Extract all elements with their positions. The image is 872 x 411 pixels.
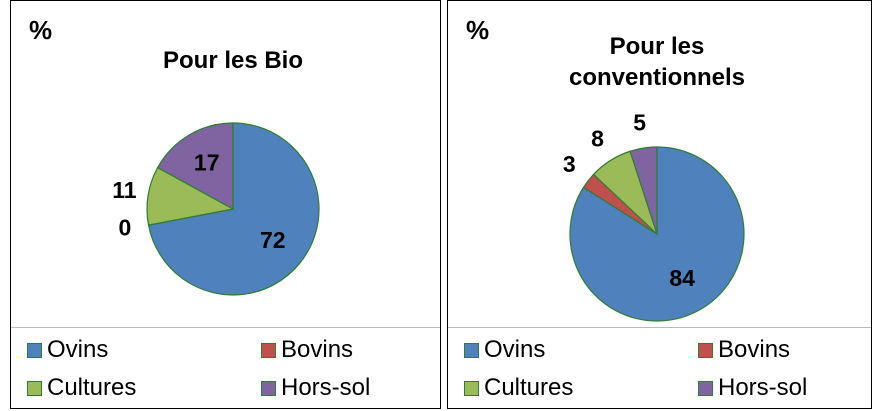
legend-label: Bovins [718, 336, 791, 363]
data-label: 8 [591, 125, 604, 151]
pie: 84 38 5 [563, 109, 745, 322]
legend: Ovins Bovins Cultures Hors-sol [11, 327, 440, 408]
legend-item: Ovins [464, 336, 545, 364]
data-label: 11 [112, 177, 137, 203]
legend-item: Cultures [27, 374, 136, 402]
data-label: 3 [563, 151, 576, 177]
chart-panel: % Pour les conventionnels 84 3 8 5 Ovins Bovins… [447, 0, 872, 409]
unit-label: % [29, 15, 53, 45]
chart-title: Pour les Bio [162, 47, 304, 74]
legend-swatch [261, 380, 276, 396]
legend-swatch [27, 380, 42, 396]
legend-label: Cultures [47, 374, 137, 401]
legend-label: Hors-sol [281, 374, 371, 401]
legend-label: Bovins [281, 336, 354, 363]
legend-swatch [464, 380, 479, 396]
data-label: 72 [260, 227, 286, 253]
data-label: 5 [633, 109, 646, 135]
pie-slice [156, 122, 234, 211]
legend: Ovins Bovins Cultures Hors-sol [448, 327, 871, 408]
chart-title: Pour les conventionnels [568, 33, 746, 91]
legend-label: Ovins [484, 336, 546, 363]
data-label: 84 [669, 265, 695, 291]
unit-label: % [466, 15, 490, 45]
legend-swatch [464, 342, 479, 358]
legend-item: Hors-sol [261, 374, 370, 402]
legend-swatch [27, 342, 42, 358]
legend-item: Hors-sol [698, 374, 807, 402]
data-label: 17 [194, 150, 220, 176]
legend-label: Ovins [47, 336, 109, 363]
pie: 72 0 11 17 [112, 122, 320, 296]
legend-swatch [698, 342, 713, 358]
legend-label: Cultures [484, 374, 574, 401]
legend-swatch [698, 380, 713, 396]
chart-panel: % Pour les Bio 72 0 11 17 Ovins Bovins Cultures H… [10, 0, 441, 409]
legend-swatch [261, 342, 276, 358]
legend-item: Bovins [261, 336, 353, 364]
legend-item: Ovins [27, 336, 108, 364]
legend-item: Cultures [464, 374, 573, 402]
legend-item: Bovins [698, 336, 790, 364]
legend-label: Hors-sol [718, 374, 808, 401]
pie-slice [629, 146, 658, 235]
data-label: 0 [119, 215, 132, 241]
